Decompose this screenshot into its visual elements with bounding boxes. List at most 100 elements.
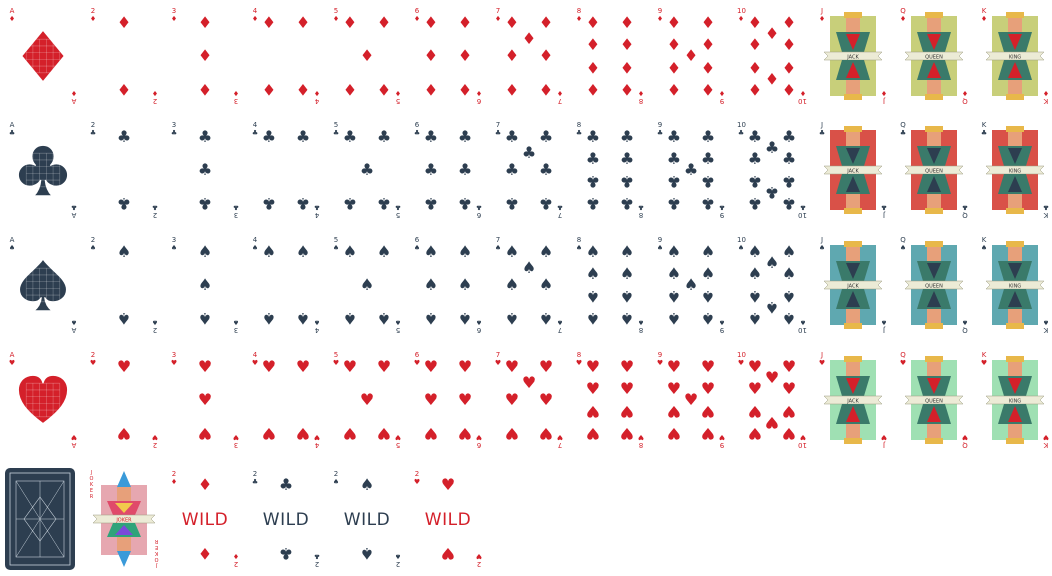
card-k-of-spades[interactable]: K ♠ K ♠ KING [978,233,1052,337]
spades-pip-icon: ♠ [781,309,797,329]
card-q-of-diamonds[interactable]: Q ♦ Q ♦ QUEEN [897,4,971,108]
spades-pip-icon: ♠ [457,241,473,261]
diamonds-pip-icon: ♦ [683,46,699,65]
card-10-of-spades[interactable]: 10 ♠ 10 ♠ ♠ ♠ ♠ ♠ ♠ ♠ ♠ ♠ ♠ ♠ [735,233,809,337]
hearts-pip-icon: ♥ [538,424,554,444]
card-8-of-spades[interactable]: 8 ♠ 8 ♠ ♠ ♠ ♠ ♠ ♠ ♠ ♠ ♠ [573,233,647,337]
suit-index-icon: ♠ [70,318,78,326]
suit-index-icon: ♣ [737,129,745,137]
card-7-of-diamonds[interactable]: 7 ♦ 7 ♦ ♦ ♦ ♦ ♦ ♦ ♦ ♦ [492,4,566,108]
suit-index-icon: ♥ [737,359,745,367]
card-a-of-clubs[interactable]: A ♣ A ♣ [6,118,80,222]
corner-index: 5 ♥ [332,351,340,367]
card-j-of-diamonds[interactable]: J ♦ J ♦ JACK [816,4,890,108]
spades-pip-icon: ♠ [538,309,554,329]
suit-index-icon: ♥ [251,359,259,367]
card-5-of-clubs[interactable]: 5 ♣ 5 ♣ ♣ ♣ ♣ ♣ ♣ [330,118,404,222]
spades-pip-icon: ♠ [764,297,780,317]
card-10-of-clubs[interactable]: 10 ♣ 10 ♣ ♣ ♣ ♣ ♣ ♣ ♣ ♣ ♣ ♣ ♣ [735,118,809,222]
card-3-of-clubs[interactable]: 3 ♣ 3 ♣ ♣ ♣ ♣ [168,118,242,222]
card-3-of-hearts[interactable]: 3 ♥ 3 ♥ ♥ ♥ ♥ [168,348,242,452]
corner-index: 10 ♦ [798,89,807,105]
card-back[interactable] [4,467,76,571]
rank-label: Q [900,351,906,359]
suit-index-icon: ♣ [799,203,807,211]
clubs-pip-icon: ♣ [619,126,635,146]
card-9-of-hearts[interactable]: 9 ♥ 9 ♥ ♥ ♥ ♥ ♥ ♥ ♥ ♥ ♥ ♥ [654,348,728,452]
card-6-of-hearts[interactable]: 6 ♥ 6 ♥ ♥ ♥ ♥ ♥ ♥ ♥ [411,348,485,452]
card-a-of-hearts[interactable]: A ♥ A ♥ [6,348,80,452]
corner-index: 8 ♠ [575,236,583,252]
spades-pip-icon: ♠ [619,263,635,283]
suit-index-icon: ♥ [637,433,645,441]
corner-index: K ♠ [980,236,988,252]
card-6-of-spades[interactable]: 6 ♠ 6 ♠ ♠ ♠ ♠ ♠ ♠ ♠ [411,233,485,337]
card-7-of-clubs[interactable]: 7 ♣ 7 ♣ ♣ ♣ ♣ ♣ ♣ ♣ ♣ [492,118,566,222]
card-3-of-spades[interactable]: 3 ♠ 3 ♠ ♠ ♠ ♠ [168,233,242,337]
card-10-of-hearts[interactable]: 10 ♥ 10 ♥ ♥ ♥ ♥ ♥ ♥ ♥ ♥ ♥ ♥ ♥ [735,348,809,452]
card-6-of-diamonds[interactable]: 6 ♦ 6 ♦ ♦ ♦ ♦ ♦ ♦ ♦ [411,4,485,108]
card-2-of-spades[interactable]: 2 ♠ 2 ♠ ♠ ♠ [87,233,161,337]
suit-index-icon: ♠ [170,244,178,252]
card-k-of-clubs[interactable]: K ♣ K ♣ KING [978,118,1052,222]
corner-index: 2 ♥ [89,351,97,367]
card-q-of-hearts[interactable]: Q ♥ Q ♥ QUEEN [897,348,971,452]
card-wild[interactable]: 2 ♠ 2 ♠ ♠ ♠ WILD [330,467,404,571]
spades-pip-icon: ♠ [781,287,797,307]
card-7-of-spades[interactable]: 7 ♠ 7 ♠ ♠ ♠ ♠ ♠ ♠ ♠ ♠ [492,233,566,337]
card-4-of-diamonds[interactable]: 4 ♦ 4 ♦ ♦ ♦ ♦ ♦ [249,4,323,108]
corner-index: 2 ♦ [151,89,159,105]
card-9-of-spades[interactable]: 9 ♠ 9 ♠ ♠ ♠ ♠ ♠ ♠ ♠ ♠ ♠ ♠ [654,233,728,337]
card-3-of-diamonds[interactable]: 3 ♦ 3 ♦ ♦ ♦ ♦ [168,4,242,108]
card-4-of-clubs[interactable]: 4 ♣ 4 ♣ ♣ ♣ ♣ ♣ [249,118,323,222]
rank-label: 6 [414,7,420,15]
suit-index-icon: ♣ [637,203,645,211]
card-2-of-hearts[interactable]: 2 ♥ 2 ♥ ♥ ♥ [87,348,161,452]
card-q-of-clubs[interactable]: Q ♣ Q ♣ QUEEN [897,118,971,222]
diamonds-pip-icon: ♦ [764,68,780,88]
card-2-of-clubs[interactable]: 2 ♣ 2 ♣ ♣ ♣ [87,118,161,222]
card-5-of-diamonds[interactable]: 5 ♦ 5 ♦ ♦ ♦ ♦ ♦ ♦ [330,4,404,108]
suit-index-icon: ♦ [718,89,726,97]
corner-index: A ♠ [70,318,78,334]
spades-pip-icon: ♠ [619,309,635,329]
suit-index-icon: ♦ [413,15,421,23]
rank-label: 8 [576,351,582,359]
diamonds-pip-icon: ♦ [504,12,520,32]
card-k-of-diamonds[interactable]: K ♦ K ♦ KING [978,4,1052,108]
clubs-pip-icon: ♣ [764,182,780,202]
card-4-of-spades[interactable]: 4 ♠ 4 ♠ ♠ ♠ ♠ ♠ [249,233,323,337]
card-k-of-hearts[interactable]: K ♥ K ♥ KING [978,348,1052,452]
card-5-of-spades[interactable]: 5 ♠ 5 ♠ ♠ ♠ ♠ ♠ ♠ [330,233,404,337]
corner-index: 4 ♦ [251,7,259,23]
clubs-pip-icon: ♣ [116,126,132,146]
rank-label: 2 [233,560,239,568]
card-j-of-hearts[interactable]: J ♥ J ♥ JACK [816,348,890,452]
card-5-of-hearts[interactable]: 5 ♥ 5 ♥ ♥ ♥ ♥ ♥ ♥ [330,348,404,452]
card-wild[interactable]: 2 ♣ 2 ♣ ♣ ♣ WILD [249,467,323,571]
card-j-of-spades[interactable]: J ♠ J ♠ JACK [816,233,890,337]
card-wild[interactable]: 2 ♦ 2 ♦ ♦ ♦ WILD [168,467,242,571]
card-joker[interactable]: JOKER JOKER JOKER [87,467,161,571]
suit-index-icon: ♠ [251,244,259,252]
card-8-of-clubs[interactable]: 8 ♣ 8 ♣ ♣ ♣ ♣ ♣ ♣ ♣ ♣ ♣ [573,118,647,222]
card-8-of-diamonds[interactable]: 8 ♦ 8 ♦ ♦ ♦ ♦ ♦ ♦ ♦ ♦ ♦ [573,4,647,108]
card-2-of-diamonds[interactable]: 2 ♦ 2 ♦ ♦ ♦ [87,4,161,108]
card-10-of-diamonds[interactable]: 10 ♦ 10 ♦ ♦ ♦ ♦ ♦ ♦ ♦ ♦ ♦ ♦ ♦ [735,4,809,108]
spades-pip-icon: ♠ [197,275,213,294]
card-j-of-clubs[interactable]: J ♣ J ♣ JACK [816,118,890,222]
card-a-of-spades[interactable]: A ♠ A ♠ [6,233,80,337]
card-q-of-spades[interactable]: Q ♠ Q ♠ QUEEN [897,233,971,337]
rank-label: 6 [414,121,420,129]
card-8-of-hearts[interactable]: 8 ♥ 8 ♥ ♥ ♥ ♥ ♥ ♥ ♥ ♥ ♥ [573,348,647,452]
card-a-of-diamonds[interactable]: A ♦ A ♦ [6,4,80,108]
card-9-of-diamonds[interactable]: 9 ♦ 9 ♦ ♦ ♦ ♦ ♦ ♦ ♦ ♦ ♦ ♦ [654,4,728,108]
rank-label: 5 [333,351,339,359]
card-4-of-hearts[interactable]: 4 ♥ 4 ♥ ♥ ♥ ♥ ♥ [249,348,323,452]
card-7-of-hearts[interactable]: 7 ♥ 7 ♥ ♥ ♥ ♥ ♥ ♥ ♥ ♥ [492,348,566,452]
card-wild[interactable]: 2 ♥ 2 ♥ ♥ ♥ WILD [411,467,485,571]
card-6-of-clubs[interactable]: 6 ♣ 6 ♣ ♣ ♣ ♣ ♣ ♣ ♣ [411,118,485,222]
corner-index: K ♥ [980,351,988,367]
rank-label: 9 [719,97,725,105]
card-9-of-clubs[interactable]: 9 ♣ 9 ♣ ♣ ♣ ♣ ♣ ♣ ♣ ♣ ♣ ♣ [654,118,728,222]
